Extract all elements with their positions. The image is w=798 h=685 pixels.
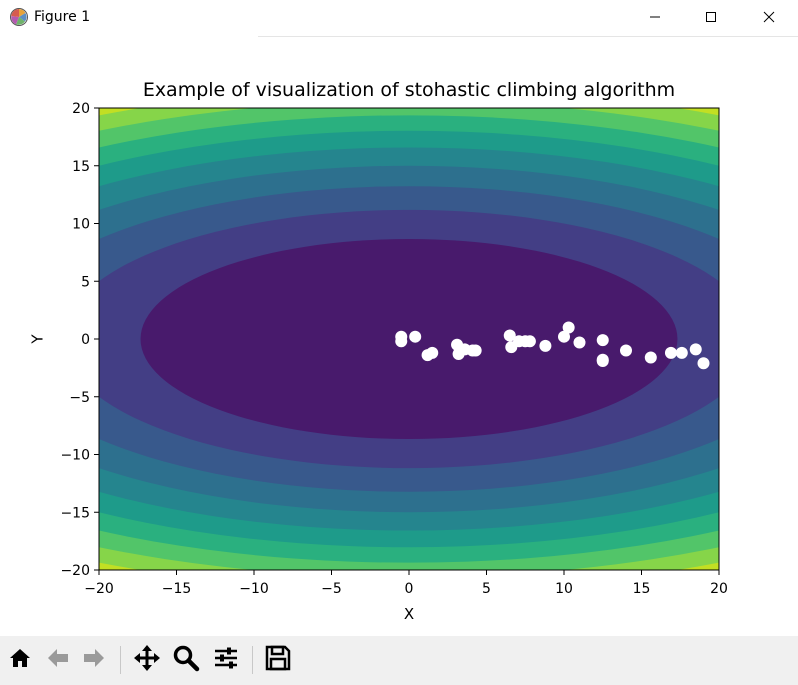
- y-tick-label: 15: [72, 159, 90, 175]
- y-axis-label: Y: [29, 334, 47, 345]
- configure-subplots-button[interactable]: [210, 644, 242, 676]
- toolbar-separator: [120, 646, 121, 674]
- back-button[interactable]: [42, 644, 74, 676]
- x-tick-label: −15: [162, 581, 192, 597]
- x-tick-label: −10: [239, 581, 269, 597]
- scatter-point: [697, 357, 710, 370]
- scatter-point: [539, 339, 552, 352]
- maximize-icon: [705, 11, 717, 23]
- minimize-icon: [649, 11, 661, 23]
- scatter-point: [503, 329, 516, 342]
- home-icon: [7, 645, 33, 675]
- x-tick-label: 5: [482, 581, 491, 597]
- scatter-point: [426, 346, 439, 359]
- scatter-point: [689, 343, 702, 356]
- scatter-point: [523, 335, 536, 348]
- y-axis-ticks: −20 −15 −10 −5 0 5 10 15 20: [60, 101, 99, 579]
- home-button[interactable]: [4, 644, 36, 676]
- x-axis-ticks: −20 −15 −10 −5 0 5 10 15 20: [84, 570, 728, 597]
- scatter-point: [469, 344, 482, 357]
- x-tick-label: 20: [710, 581, 728, 597]
- save-icon: [264, 644, 292, 676]
- forward-button[interactable]: [78, 644, 110, 676]
- navigation-toolbar: [0, 636, 798, 685]
- maximize-button[interactable]: [682, 0, 740, 34]
- y-tick-label: 10: [72, 217, 90, 233]
- zoom-button[interactable]: [170, 644, 202, 676]
- matplotlib-icon: [9, 7, 29, 27]
- toolbar-separator: [252, 646, 253, 674]
- scatter-point: [644, 351, 657, 364]
- zoom-icon: [172, 644, 200, 676]
- contour-fill: [99, 108, 719, 570]
- y-tick-label: 20: [72, 101, 90, 117]
- close-button[interactable]: [740, 0, 798, 34]
- scatter-point: [395, 335, 408, 348]
- configure-subplots-icon: [212, 644, 240, 676]
- scatter-point: [409, 330, 422, 343]
- x-tick-label: 0: [405, 581, 414, 597]
- save-button[interactable]: [262, 644, 294, 676]
- contour-band: [140, 238, 678, 440]
- scatter-point: [558, 330, 570, 343]
- contour-scatter-chart: −20 −15 −10 −5 0 5 10 15 20 −20−15−10−505101520 …: [29, 79, 728, 623]
- minimize-button[interactable]: [626, 0, 684, 34]
- y-tick-label: −10: [60, 448, 90, 464]
- x-tick-label: −20: [84, 581, 114, 597]
- back-arrow-icon: [45, 645, 71, 675]
- scatter-points: [395, 321, 710, 370]
- titlebar-divider: [258, 36, 798, 37]
- close-icon: [763, 11, 775, 23]
- scatter-point: [596, 354, 609, 367]
- y-tick-label: 5: [81, 274, 90, 290]
- scatter-point: [675, 346, 688, 359]
- scatter-point: [596, 334, 609, 347]
- scatter-point: [573, 336, 586, 349]
- x-axis-label: X: [404, 605, 414, 623]
- chart-title: Example of visualization of stohastic cl…: [143, 79, 675, 101]
- scatter-point: [562, 321, 575, 334]
- window-titlebar: Figure 1: [0, 0, 798, 36]
- figure-canvas[interactable]: −20 −15 −10 −5 0 5 10 15 20 −20 −15 −10 −5 0 5 10 15 20 …: [0, 37, 798, 635]
- x-tick-label: 15: [633, 581, 651, 597]
- y-tick-label: 0: [81, 332, 90, 348]
- pan-button[interactable]: [131, 644, 163, 676]
- y-tick-label: −20: [60, 563, 90, 579]
- window-title: Figure 1: [34, 9, 91, 25]
- pan-icon: [133, 644, 161, 676]
- scatter-point: [620, 344, 632, 357]
- x-tick-label: −5: [321, 581, 342, 597]
- scatter-point: [664, 346, 677, 359]
- x-tick-label: 10: [555, 581, 573, 597]
- y-tick-label: −15: [60, 505, 90, 521]
- forward-arrow-icon: [81, 645, 107, 675]
- y-tick-label: −5: [69, 390, 90, 406]
